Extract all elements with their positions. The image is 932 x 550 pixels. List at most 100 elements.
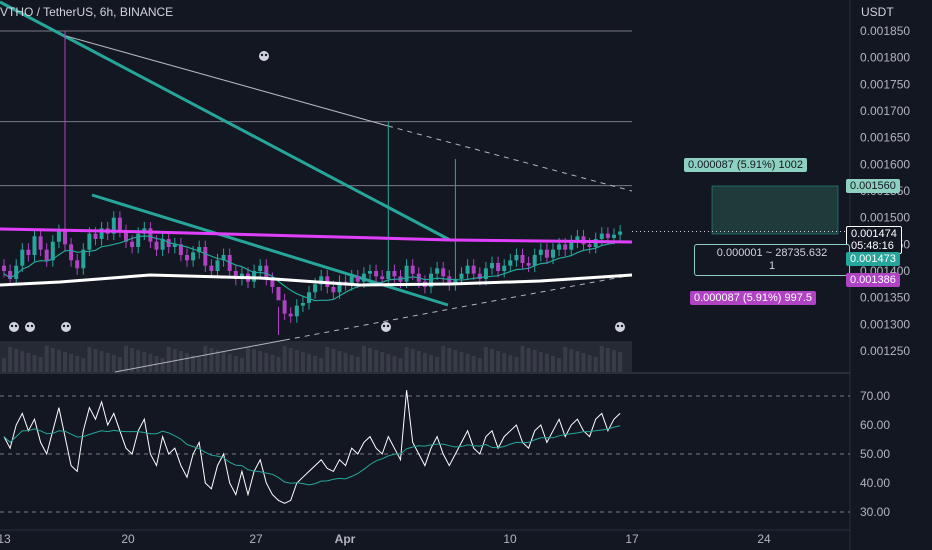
candle-body <box>63 231 67 245</box>
candle-body <box>618 231 623 235</box>
candle-countdown: 05:48:16 <box>851 240 894 252</box>
candle-body <box>32 236 37 255</box>
measure-tag-top: 0.000087 (5.91%) 1002 <box>684 158 807 172</box>
price-tag-level-high: 0.001560 <box>846 179 900 193</box>
event-marker-head <box>381 322 391 332</box>
candle-body <box>508 260 513 266</box>
candle-body <box>44 249 49 261</box>
candle-body <box>300 303 305 306</box>
candle-body <box>520 255 525 263</box>
candle-body <box>252 271 257 282</box>
candle-body <box>276 287 281 301</box>
candle-body <box>185 255 189 261</box>
price-tag-level-low1: 0.001473 <box>846 252 900 266</box>
candle-body <box>69 244 74 261</box>
candle-body <box>178 244 183 255</box>
candle-body <box>612 234 616 238</box>
candle-body <box>38 236 43 250</box>
price-axis-unit: USDT <box>861 5 894 19</box>
event-marker-eye <box>386 324 390 328</box>
candle-body <box>544 249 549 258</box>
candle-body <box>191 252 196 261</box>
candle-body <box>264 265 269 279</box>
candle-body <box>380 276 385 279</box>
time-tick-label: 20 <box>121 532 135 546</box>
candle-body <box>160 239 165 250</box>
candle-body <box>538 249 543 255</box>
candle-body <box>465 265 470 274</box>
measure-box <box>711 185 839 235</box>
wedge-lower-dashed <box>284 274 633 341</box>
time-tick-label: 27 <box>249 532 263 546</box>
event-marker-eye <box>620 324 624 328</box>
candle-body <box>270 279 275 287</box>
rsi-tick-label: 40.00 <box>860 476 890 490</box>
candle-body <box>8 271 13 279</box>
candle-body <box>471 265 476 274</box>
event-marker-head <box>259 51 269 61</box>
event-marker-eye <box>26 324 30 328</box>
candle-body <box>221 255 226 261</box>
candle-body <box>410 265 415 274</box>
rsi-tick-label: 60.00 <box>860 418 890 432</box>
event-marker-icon <box>259 51 269 61</box>
event-marker-eye <box>10 324 14 328</box>
symbol-title-text: VTHO / TetherUS, 6h, BINANCE <box>0 5 174 19</box>
event-marker-head <box>9 322 19 332</box>
candle-body <box>87 233 92 250</box>
candles <box>2 31 623 335</box>
candle-body <box>575 236 580 242</box>
measure-mid-line2: 1 <box>768 260 776 272</box>
long-ma-white <box>0 273 633 287</box>
time-tick-label: 13 <box>0 532 11 546</box>
candle-body <box>124 231 128 242</box>
wedge-lower-line <box>114 339 286 373</box>
candle-body <box>117 217 122 231</box>
measure-mid-box: 0.000001 ~ 28735.632 1 <box>694 244 850 276</box>
current-price-value: 0.001474 <box>851 228 897 240</box>
candle-body <box>26 249 31 255</box>
price-tick-label: 0.001600 <box>860 157 910 171</box>
descending-trendline-upper <box>0 0 451 242</box>
candle-body <box>215 260 220 271</box>
rsi-line <box>3 390 621 504</box>
event-marker-head <box>25 322 35 332</box>
candle-body <box>56 231 61 242</box>
rsi-tick-label: 50.00 <box>860 447 890 461</box>
candle-body <box>453 279 458 285</box>
candle-body <box>130 241 135 247</box>
event-marker-eye <box>62 324 66 328</box>
price-tick-label: 0.001750 <box>860 77 910 91</box>
event-marker-eye <box>616 324 620 328</box>
candle-body <box>386 271 391 279</box>
candle-body <box>361 273 366 282</box>
volume-background <box>0 341 632 372</box>
candle-body <box>258 265 263 271</box>
price-tick-label: 0.001800 <box>860 51 910 65</box>
candle-body <box>429 273 433 287</box>
candle-body <box>435 268 440 274</box>
event-marker-eye <box>264 53 268 57</box>
candle-body <box>368 271 372 274</box>
candle-body <box>111 217 116 234</box>
candle-body <box>605 233 610 238</box>
candle-body <box>526 263 531 266</box>
candle-body <box>313 284 318 293</box>
candle-body <box>496 263 501 271</box>
candle-body <box>81 249 86 269</box>
candle-body <box>136 233 141 247</box>
candle-body <box>331 287 336 293</box>
event-marker-eye <box>14 324 18 328</box>
candle-body <box>490 263 494 269</box>
candle-body <box>374 271 379 277</box>
wedge-upper-dashed <box>387 125 633 192</box>
candle-body <box>514 255 519 261</box>
candle-body <box>233 271 238 279</box>
symbol-title: VTHO / TetherUS, 6h, BINANCE <box>0 5 173 19</box>
descending-trendline-lower <box>91 193 449 307</box>
candle-body <box>294 305 299 317</box>
event-marker-icon <box>615 322 625 332</box>
candle-body <box>599 233 604 239</box>
price-tick-label: 0.001250 <box>860 344 910 358</box>
